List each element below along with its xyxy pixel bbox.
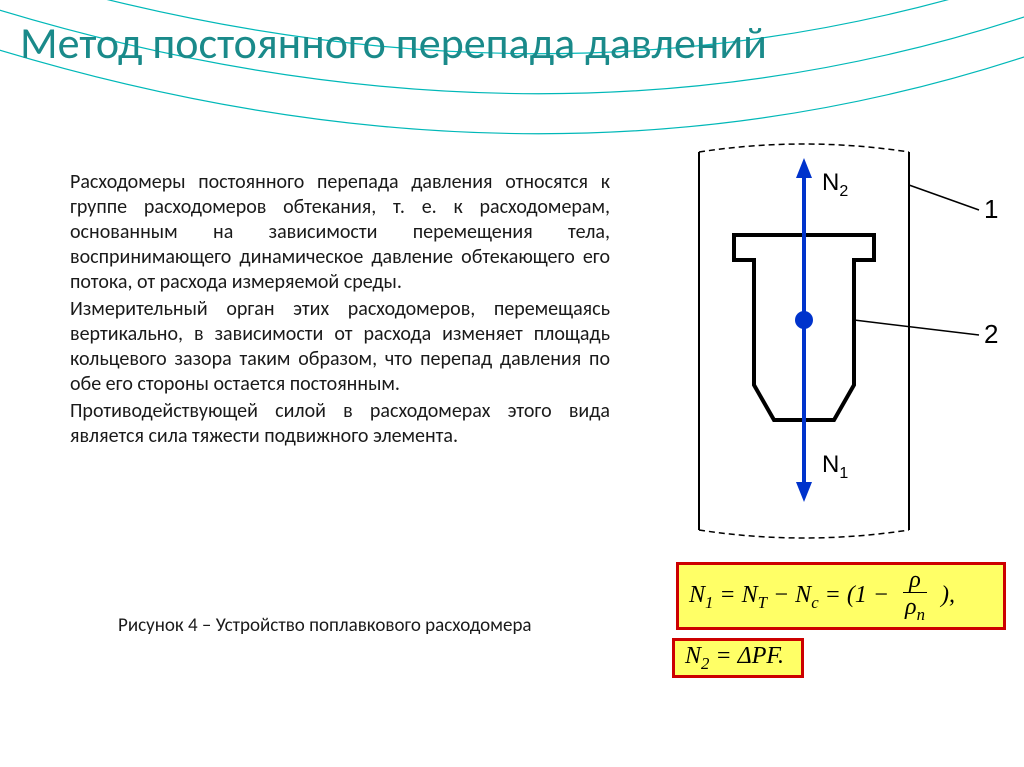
f1-N1: N1 bbox=[689, 582, 713, 608]
svg-text:N2: N2 bbox=[822, 169, 848, 200]
flowmeter-diagram: N2 N1 1 2 bbox=[654, 140, 1004, 540]
f2-N2: N2 bbox=[685, 643, 709, 669]
body-text: Расходомеры постоянного перепада давлени… bbox=[70, 170, 610, 451]
formula-n1: N1 = NT − Nc = (1 − ρ ρn ), bbox=[676, 562, 1006, 630]
slide-title: Метод постоянного перепада давлений bbox=[20, 18, 767, 69]
f1-Nc: Nc bbox=[795, 582, 818, 608]
paragraph-3: Противодействующей силой в расходомерах … bbox=[70, 399, 610, 449]
figure-caption: Рисунок 4 – Устройство поплавкового расх… bbox=[118, 614, 532, 637]
formula-n2: N2 = ΔPF. bbox=[672, 638, 804, 678]
svg-text:2: 2 bbox=[984, 319, 998, 349]
f1-fraction: ρ ρn bbox=[899, 568, 931, 625]
paragraph-1: Расходомеры постоянного перепада давлени… bbox=[70, 170, 610, 295]
svg-text:1: 1 bbox=[984, 194, 998, 224]
f1-NT: NT bbox=[742, 582, 767, 608]
svg-text:N1: N1 bbox=[822, 451, 848, 482]
paragraph-2: Измерительный орган этих расходомеров, п… bbox=[70, 297, 610, 397]
